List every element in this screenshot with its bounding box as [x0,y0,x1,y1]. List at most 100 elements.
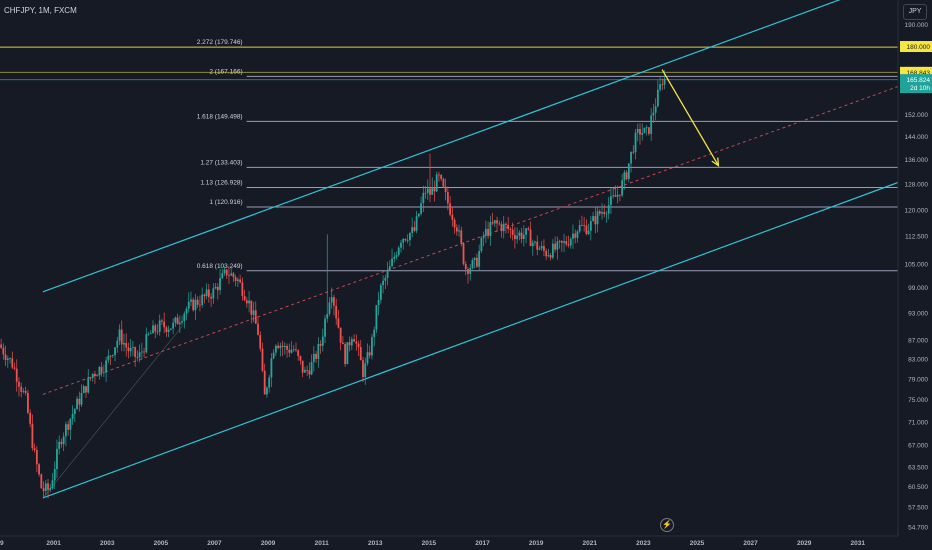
candle-body [661,84,664,85]
candle-body [429,188,431,195]
arrow-shaft [661,69,719,166]
candle-body [413,227,416,231]
candle-body [614,195,617,197]
channel-upper-line [42,0,841,293]
candle-body [549,255,552,258]
candle-body [444,186,447,193]
candle-body [225,269,228,276]
price-badge [900,66,932,78]
price-tick-label: 54.700 [908,525,928,532]
candle-body [438,174,440,176]
candle-body [473,257,476,261]
candle-body [158,320,161,332]
price-badge-text: 180.000 [907,44,931,51]
time-axis[interactable]: 99 2001 2003 2005 2007 2009 2011 2013 2015 2017 20… [0,540,865,547]
candle-body [493,220,496,224]
candle-body [654,106,657,113]
candle-body [346,342,349,365]
candle-body [111,355,114,356]
candle-body [176,317,179,325]
price-badge [900,82,932,94]
candle-body [80,393,83,405]
candle-body [431,187,434,195]
candle-body [648,127,650,134]
candle-body [663,78,666,85]
candle-body [616,194,619,197]
price-tick-label: 83.000 [908,356,928,363]
candle-body [516,235,519,240]
candle-body [547,255,550,257]
year-tick-label: 2031 [851,540,866,547]
candle-body [266,387,268,395]
candle-body [451,214,454,220]
candle-body [239,279,242,283]
candle-body [219,278,221,291]
candle-body [393,256,396,259]
candle-body [105,360,108,373]
fib-level-label: 2.272 (179.746) [197,39,243,46]
price-tick-label: 99.000 [908,285,928,292]
candle-body [22,391,25,392]
price-badge-text: 165.824 [907,77,931,84]
candle-body [333,297,335,306]
candle-body [422,192,425,204]
lightning-icon[interactable]: ⚡ [660,518,674,532]
candle-body [364,363,367,378]
candle-body [623,172,626,181]
candle-body [480,238,483,252]
candle-body [76,398,78,410]
price-tick-label: 105.000 [905,261,929,268]
price-badge-text: 168.843 [907,70,931,77]
candle-body [27,392,29,413]
candle-body [507,224,510,229]
candle-body [299,356,302,361]
candle-body [156,331,159,333]
candle-body [489,222,492,237]
candle-body [114,347,116,356]
channel-lower-line [42,181,899,499]
candle-body [348,342,351,346]
candle-body [478,251,481,267]
candle-body [85,386,87,393]
symbol-title: CHFJPY, 1M, FXCM [4,6,77,15]
year-tick-label: 2017 [475,540,490,547]
candle-body [435,174,438,192]
currency-button[interactable]: JPY [903,4,927,20]
candle-body [587,230,590,234]
candle-body [35,449,38,465]
price-tick-label: 93.000 [908,310,928,317]
candle-body [319,344,322,346]
candle-body [458,230,460,232]
candle-body [306,369,309,371]
candle-body [149,333,152,335]
candle-body [132,347,134,348]
candle-body [395,255,398,257]
candle-body [565,241,568,245]
candle-body [223,269,226,274]
candle-body [167,329,170,333]
candle-body [487,228,489,237]
candle-body [605,213,608,215]
candles [0,70,666,499]
candle-body [621,180,624,196]
candle-body [207,289,210,297]
candle-body [639,128,641,135]
candle-body [491,222,494,224]
candle-body [366,352,369,364]
channel-midline [42,86,899,395]
candle-body [328,302,331,314]
candle-body [574,233,577,238]
candle-body [259,334,262,349]
fib-level-label: 1.27 (133.403) [200,159,242,166]
candle-body [237,279,239,282]
candle-body [107,355,110,361]
price-axis[interactable]: 190.000 168.843 152.000 144.000 136.000 128.0… [900,22,932,532]
candle-body [636,128,639,133]
candle-body [335,305,338,319]
candle-body [460,230,463,244]
candle-body [581,225,583,226]
candle-body [11,358,14,368]
candle-body [44,483,47,491]
candle-body [29,412,32,424]
